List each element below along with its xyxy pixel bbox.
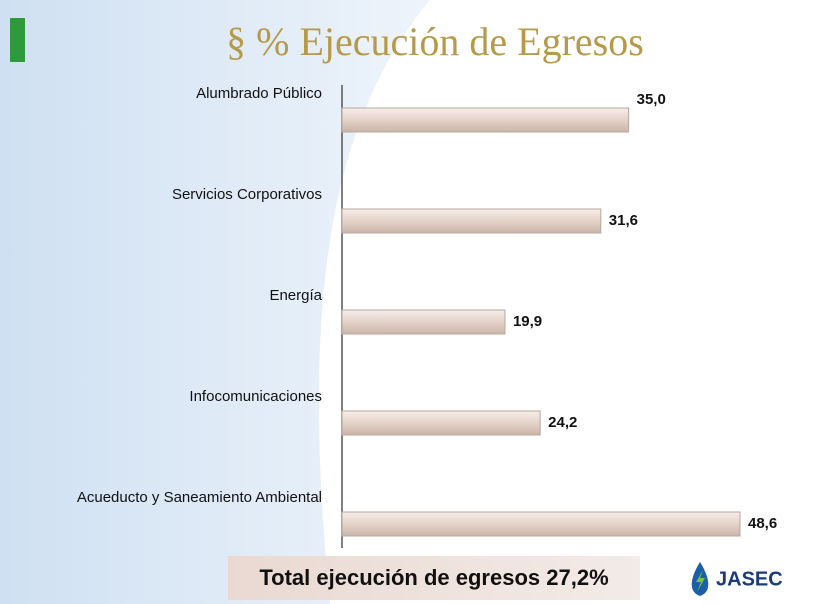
bar: [341, 309, 506, 335]
value-label: 31,6: [609, 212, 638, 229]
bar: [341, 511, 741, 537]
category-label: Servicios Corporativos: [172, 186, 322, 203]
value-label: 24,2: [548, 414, 577, 431]
category-label: Energía: [269, 287, 322, 304]
footer-text: Total ejecución de egresos 27,2%: [259, 565, 608, 590]
bar: [341, 208, 602, 234]
value-label: 48,6: [748, 515, 777, 532]
value-label: 35,0: [637, 91, 666, 108]
value-label: 19,9: [513, 313, 542, 330]
accent-bar: [10, 18, 25, 62]
category-label: Infocomunicaciones: [189, 388, 322, 405]
background-shape: [0, 0, 430, 604]
category-label: Alumbrado Público: [196, 85, 322, 102]
logo-text: JASEC: [716, 568, 783, 590]
bar: [341, 410, 541, 436]
chart-title: § % Ejecución de Egresos: [226, 19, 644, 64]
footer-box: [228, 556, 640, 600]
logo-bolt: [696, 570, 705, 592]
category-label: Acueducto y Saneamiento Ambiental: [77, 489, 322, 506]
bar: [341, 107, 630, 133]
